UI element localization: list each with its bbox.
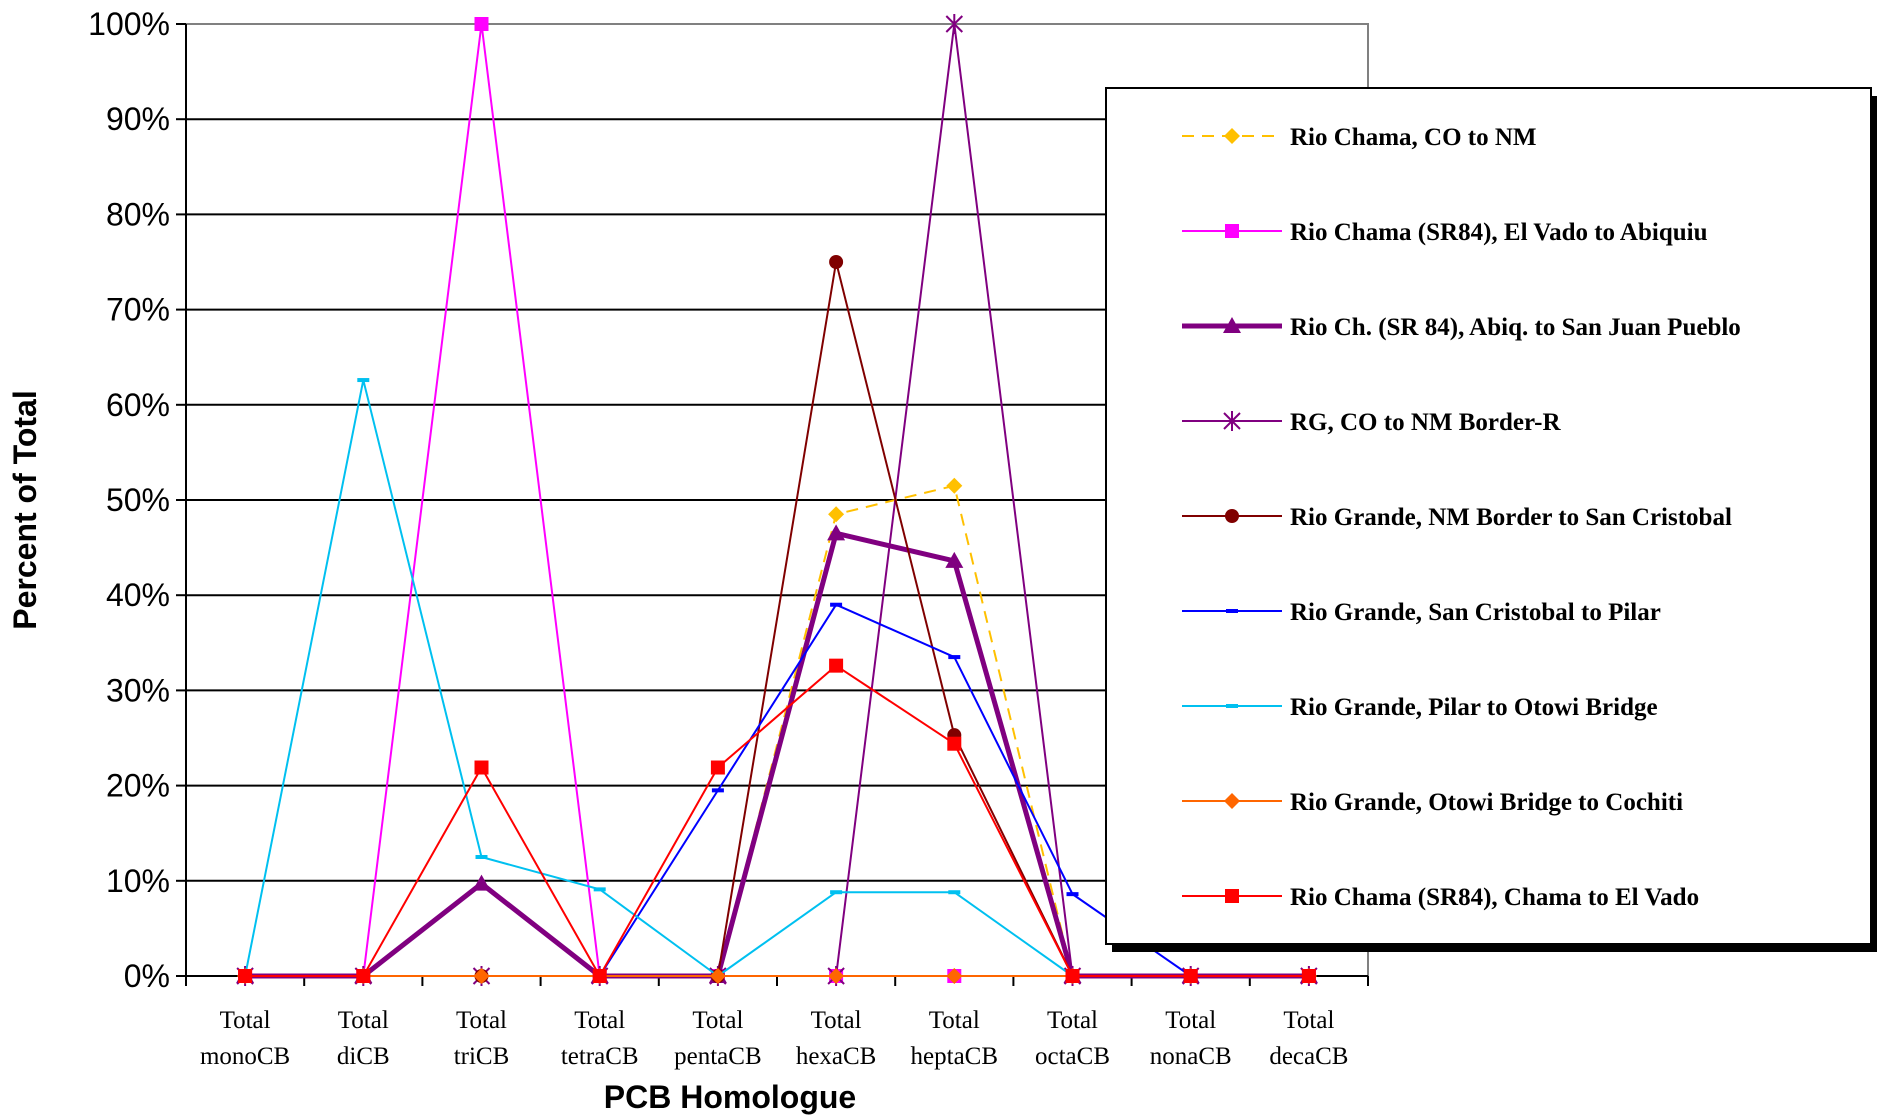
data-point	[475, 855, 488, 859]
legend-entry: Rio Grande, NM Border to San Cristobal	[1182, 504, 1732, 531]
data-point	[709, 968, 726, 984]
legend-entry: Rio Ch. (SR 84), Abiq. to San Juan Puebl…	[1182, 314, 1741, 341]
legend-swatch-marker	[1225, 224, 1239, 238]
data-point	[593, 887, 606, 892]
y-tick-label: 40%	[106, 577, 170, 613]
data-point	[945, 551, 964, 568]
data-point	[238, 969, 253, 983]
x-tick-label: Total diCB	[337, 1007, 390, 1070]
data-point	[827, 524, 846, 541]
legend-swatch-marker	[1225, 889, 1239, 903]
x-tick-label: Total hexaCB	[796, 1007, 877, 1070]
y-tick-label: 0%	[124, 958, 170, 994]
data-point	[1065, 969, 1080, 983]
data-point	[1183, 969, 1198, 983]
series-line	[245, 664, 1309, 977]
y-tick-label: 60%	[106, 387, 170, 423]
x-axis-title: PCB Homologue	[604, 1079, 856, 1115]
series-8	[238, 658, 1316, 983]
legend-entry: Rio Grande, San Cristobal to Pilar	[1182, 599, 1661, 626]
legend-label: Rio Chama (SR84), El Vado to Abiquiu	[1290, 219, 1708, 246]
legend-entry: Rio Grande, Otowi Bridge to Cochiti	[1182, 789, 1683, 816]
data-point	[948, 655, 961, 660]
data-point	[829, 658, 844, 673]
legend-swatch-marker	[1224, 793, 1240, 809]
legend-swatch-marker	[1224, 128, 1240, 144]
legend-label: Rio Ch. (SR 84), Abiq. to San Juan Puebl…	[1290, 314, 1741, 341]
data-point	[474, 17, 489, 31]
x-tick-label: Total heptaCB	[911, 1007, 999, 1070]
data-point	[828, 506, 845, 523]
data-point	[592, 969, 607, 983]
data-point	[946, 477, 963, 494]
data-point	[830, 890, 843, 895]
legend-swatch-marker	[1225, 509, 1239, 523]
y-tick-label: 30%	[106, 672, 170, 708]
y-tick-label: 70%	[106, 292, 170, 328]
data-point	[947, 736, 962, 751]
x-tick-label: Total triCB	[454, 1007, 510, 1070]
legend-label: Rio Grande, San Cristobal to Pilar	[1290, 599, 1661, 626]
data-point	[946, 968, 963, 984]
x-tick-label: Total decaCB	[1269, 1007, 1348, 1070]
y-tick-label: 50%	[106, 482, 170, 518]
data-point	[474, 760, 489, 775]
y-tick-label: 100%	[88, 6, 170, 42]
axes: 0% 10% 20% 30% 40% 50% 60% 70% 80% 90% 100% Total mo…	[88, 6, 1369, 1070]
legend-entry: Rio Chama (SR84), Chama to El Vado	[1182, 884, 1699, 911]
legend-label: Rio Chama (SR84), Chama to El Vado	[1290, 884, 1699, 911]
x-tick-label: Total monoCB	[200, 1007, 290, 1070]
legend-label: Rio Chama, CO to NM	[1290, 124, 1537, 151]
legend-swatch-marker	[1223, 317, 1241, 333]
legend-entry: Rio Grande, Pilar to Otowi Bridge	[1182, 694, 1658, 721]
x-tick-label: Total nonaCB	[1150, 1007, 1232, 1070]
y-tick-label: 80%	[106, 196, 170, 232]
data-point	[472, 874, 491, 891]
y-axis-title: Percent of Total	[7, 390, 43, 629]
x-tick-label: Total pentaCB	[674, 1007, 762, 1070]
legend: Rio Chama, CO to NM Rio Chama (SR84), El …	[1105, 87, 1877, 952]
legend-entry: Rio Chama, CO to NM	[1182, 124, 1537, 151]
x-tick-label: Total tetraCB	[561, 1007, 639, 1070]
legend-label: RG, CO to NM Border-R	[1290, 409, 1561, 436]
data-point	[829, 255, 844, 269]
legend-label: Rio Grande, NM Border to San Cristobal	[1290, 504, 1732, 531]
data-point	[473, 968, 490, 984]
data-point	[830, 602, 843, 607]
legend-swatch-marker	[1223, 411, 1241, 431]
data-point	[357, 378, 370, 383]
series-lines	[236, 14, 1318, 986]
data-point	[945, 14, 964, 34]
data-point	[1301, 969, 1316, 983]
y-tick-label: 90%	[106, 101, 170, 137]
legend-entry: RG, CO to NM Border-R	[1182, 409, 1561, 436]
legend-swatch-marker	[1226, 609, 1238, 613]
data-point	[948, 890, 961, 895]
y-tick-label: 10%	[106, 863, 170, 899]
data-point	[710, 760, 725, 775]
data-point	[828, 968, 845, 984]
x-tick-label: Total octaCB	[1035, 1007, 1110, 1070]
legend-label: Rio Grande, Pilar to Otowi Bridge	[1290, 694, 1658, 721]
legend-swatch-marker	[1226, 704, 1238, 708]
y-tick-label: 20%	[106, 768, 170, 804]
data-point	[711, 788, 724, 793]
data-point	[356, 969, 371, 983]
legend-entry: Rio Chama (SR84), El Vado to Abiquiu	[1182, 219, 1708, 246]
data-point	[1066, 892, 1079, 897]
legend-label: Rio Grande, Otowi Bridge to Cochiti	[1290, 789, 1683, 816]
